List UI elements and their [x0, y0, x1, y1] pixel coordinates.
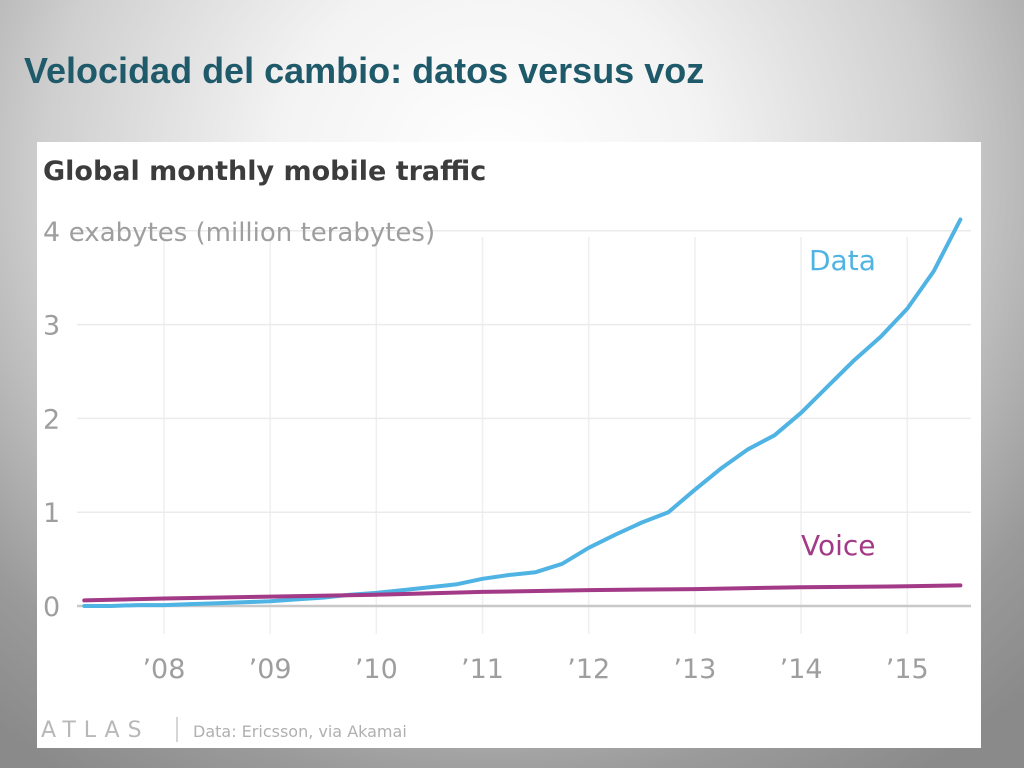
y-axis-unit: exabytes (million terabytes): [69, 218, 435, 248]
series-line-voice: [82, 583, 963, 603]
series-label-data: Data: [809, 244, 876, 277]
x-tick-label: ’11: [461, 654, 504, 685]
slide-title: Velocidad del cambio: datos versus voz: [24, 50, 705, 91]
x-tick-label: ’13: [673, 654, 716, 685]
chart-title: Global monthly mobile traffic: [43, 156, 486, 187]
series-line-data: [82, 217, 963, 608]
y-tick-label: 4 exabytes (million terabytes): [43, 217, 435, 248]
x-tick-label: ’10: [355, 654, 398, 685]
line-chart: Global monthly mobile traffic ’08’09’10’…: [41, 156, 971, 743]
x-tick-label: ’15: [886, 654, 929, 685]
x-tick-label: ’12: [567, 654, 610, 685]
y-tick-label: 1: [43, 498, 60, 529]
grid: [77, 230, 971, 634]
footer: ATLAS Data: Ericsson, via Akamai: [41, 717, 407, 743]
x-tick-label: ’14: [780, 654, 823, 685]
series: [82, 217, 963, 608]
series-label-voice: Voice: [801, 529, 876, 562]
chart-panel: Global monthly mobile traffic ’08’09’10’…: [37, 142, 981, 748]
atlas-logo: ATLAS: [41, 718, 150, 743]
x-tick-label: ’08: [142, 654, 185, 685]
x-tick-label: ’09: [249, 654, 292, 685]
y-tick-label: 2: [43, 404, 60, 435]
axes: ’08 ’09 ’10 ’11 ’12 ’13 ’14 ’15 0 1 2 3 4 exabytes (…: [43, 217, 929, 685]
y-tick-label: 0: [43, 592, 60, 623]
y-tick-label: 3: [43, 311, 60, 342]
source-note: Data: Ericsson, via Akamai: [193, 722, 407, 741]
